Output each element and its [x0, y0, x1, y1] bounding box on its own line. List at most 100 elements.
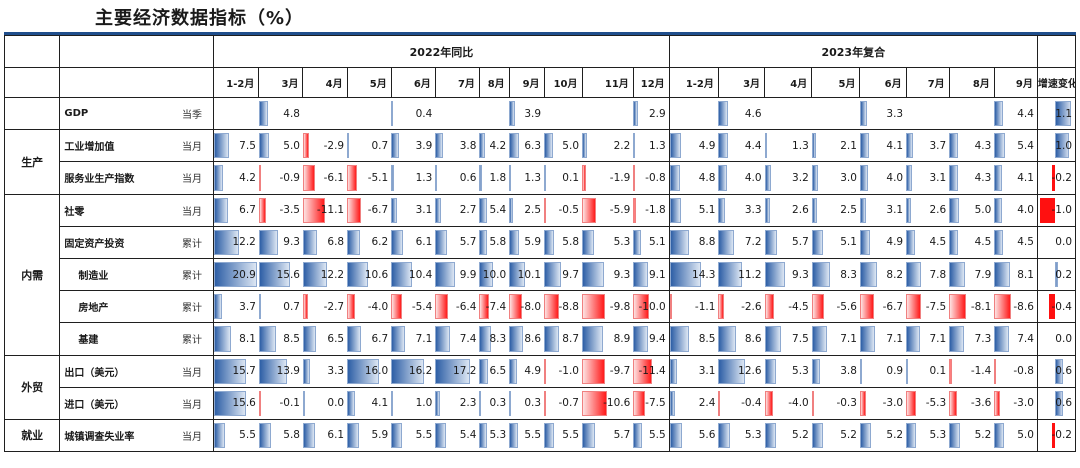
- positive-bar: [509, 326, 523, 352]
- positive-bar: [347, 358, 380, 384]
- positive-bar: [258, 133, 269, 159]
- cell-value: 4.5: [929, 236, 947, 249]
- cell-value: 9.1: [648, 268, 666, 281]
- change-value: -0.2: [1036, 418, 1077, 453]
- cell-value: 9.4: [648, 332, 666, 345]
- value-2022: 12.2: [213, 225, 259, 259]
- value-2023: -3.0: [859, 386, 907, 420]
- cell-value: 3.2: [792, 171, 809, 184]
- cell-value: -6.4: [455, 300, 477, 313]
- positive-bar: [764, 358, 776, 384]
- value-2023: [949, 96, 995, 131]
- cell-value: -0.9: [279, 171, 300, 184]
- positive-bar: [391, 165, 394, 191]
- cell-value: 5.1: [840, 236, 857, 249]
- category-demand: 内需: [3, 193, 61, 356]
- negative-bar: [994, 294, 1011, 320]
- value-2023: 11.2: [718, 257, 765, 292]
- cell-value: 5.1: [648, 236, 666, 249]
- positive-bar: [391, 422, 403, 449]
- negative-bar: [949, 390, 957, 416]
- value-2022: 6.3: [509, 129, 545, 163]
- cell-value: 3.3: [744, 204, 762, 217]
- negative-bar: [859, 294, 874, 320]
- positive-bar: [582, 261, 604, 288]
- value-2022: 1.0: [391, 386, 436, 420]
- value-2023: 5.6: [668, 418, 719, 453]
- value-2023: 0.9: [859, 354, 907, 388]
- value-2023: -6.7: [859, 290, 907, 324]
- negative-bar: [718, 390, 721, 416]
- positive-bar: [391, 229, 404, 255]
- positive-bar: [949, 326, 965, 352]
- value-2022: 3.1: [391, 193, 436, 227]
- negative-bar: [994, 358, 997, 384]
- value-2022: 3.9: [509, 96, 545, 131]
- value-2023: 3.3: [718, 193, 765, 227]
- value-2022: 3.9: [391, 129, 436, 163]
- value-2022: 5.1: [633, 225, 670, 259]
- negative-bar: [582, 294, 605, 320]
- indicator-unit: 当月: [170, 386, 215, 420]
- positive-bar: [391, 133, 400, 159]
- value-2022: -0.9: [258, 161, 303, 195]
- value-2023: 7.2: [718, 225, 765, 259]
- value-2023: 7.4: [994, 322, 1038, 356]
- indicator-unit: 累计: [170, 290, 215, 324]
- value-2022: 4.8: [258, 96, 303, 131]
- change-positive-bar: [1054, 133, 1070, 159]
- value-2023: -0.3: [811, 386, 860, 420]
- indicator-name: 进口（美元）: [59, 386, 171, 420]
- positive-bar: [302, 261, 328, 288]
- category-production: 生产: [3, 129, 61, 195]
- cell-value: 1.3: [792, 139, 809, 152]
- month-header-2022: 1-2月: [213, 67, 260, 98]
- value-2022: [347, 96, 392, 131]
- value-2023: 4.1: [994, 161, 1038, 195]
- positive-bar: [718, 261, 742, 288]
- cell-value: 0.1: [929, 365, 947, 378]
- value-2023: -5.3: [906, 386, 950, 420]
- value-2022: 1.3: [391, 161, 436, 195]
- change-value: -1.0: [1036, 193, 1077, 227]
- cell-value: 16.0: [364, 365, 389, 378]
- table-row: GDP 当季 4.8 0.4 3.9 2.9 4.6 3.3 4.4 1.1: [3, 96, 1077, 131]
- value-2022: 0.1: [544, 161, 582, 195]
- cell-value: 7.5: [239, 139, 256, 152]
- cell-value: 0.1: [562, 171, 579, 184]
- cell-value: 15.6: [232, 397, 256, 410]
- positive-bar: [994, 165, 1003, 191]
- cell-value: 3.3: [327, 365, 345, 378]
- value-2022: -3.5: [258, 193, 303, 227]
- negative-bar: [479, 294, 490, 320]
- cell-value: -5.1: [367, 171, 389, 184]
- cell-value: -3.0: [1013, 397, 1034, 410]
- change-positive-bar: [1054, 261, 1058, 288]
- cell-value: -8.1: [970, 300, 992, 313]
- value-2022: 7.4: [435, 322, 480, 356]
- value-2023: 1.3: [764, 129, 812, 163]
- value-2022: 4.1: [347, 386, 392, 420]
- positive-bar: [509, 229, 519, 255]
- cell-value: 8.3: [489, 332, 507, 345]
- value-2022: 8.5: [258, 322, 303, 356]
- cell-value: 10.1: [517, 268, 542, 281]
- cell-value: 7.3: [974, 332, 992, 345]
- cell-value: -2.7: [323, 300, 345, 313]
- value-2022: -6.1: [302, 161, 348, 195]
- value-2022: -2.7: [302, 290, 348, 324]
- positive-bar: [994, 229, 1004, 255]
- change-number: 0.6: [1055, 365, 1072, 378]
- value-2023: 7.3: [949, 322, 995, 356]
- value-2022: 15.6: [213, 386, 259, 420]
- value-2023: 4.3: [949, 129, 995, 163]
- positive-bar: [764, 165, 772, 191]
- negative-bar: [582, 358, 605, 384]
- value-2022: 9.4: [633, 322, 670, 356]
- value-2023: 7.8: [906, 257, 950, 292]
- cell-value: 1.8: [489, 171, 507, 184]
- cell-value: -4.0: [367, 300, 389, 313]
- value-2022: [302, 96, 348, 131]
- cell-value: 3.7: [929, 139, 947, 152]
- category-trade: 外贸: [3, 354, 61, 420]
